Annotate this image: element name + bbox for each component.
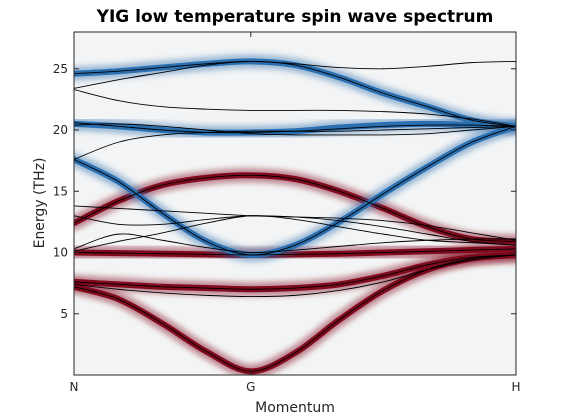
y-tick-label: 25 <box>53 62 68 76</box>
x-tick-label: H <box>511 380 520 394</box>
dispersion-line-d16 <box>74 89 516 127</box>
dispersion-line-d15 <box>74 60 516 89</box>
axis-ticks: N G H 5 10 15 20 25 <box>53 32 521 394</box>
dispersion-line-d8 <box>74 215 516 252</box>
dispersion-line-d12 <box>74 123 516 136</box>
y-tick-label: 20 <box>53 123 68 137</box>
x-axis-label: Momentum <box>255 400 335 416</box>
dispersion-line-d4 <box>74 174 516 242</box>
dispersion-line-d5 <box>74 248 516 256</box>
dispersion-line-d7 <box>74 215 516 246</box>
y-tick-label: 15 <box>53 184 68 198</box>
plot-frame <box>73 31 517 376</box>
dispersion-line-d9 <box>74 233 516 254</box>
dispersion-line-d10 <box>74 125 516 256</box>
y-tick-label: 10 <box>53 246 68 260</box>
dispersion-line-d14 <box>74 60 516 127</box>
chart-title: YIG low temperature spin wave spectrum <box>96 7 494 27</box>
dispersion-line-d2 <box>74 254 516 290</box>
y-tick-label: 5 <box>60 307 68 321</box>
dispersion-line-d13 <box>74 125 516 160</box>
dispersion-lines <box>74 60 516 372</box>
x-tick-label: N <box>70 380 79 394</box>
dispersion-line-d1 <box>74 254 516 372</box>
y-axis-label: Energy (THz) <box>32 158 48 249</box>
dispersion-line-d3 <box>74 254 516 298</box>
x-tick-label: G <box>246 380 255 394</box>
